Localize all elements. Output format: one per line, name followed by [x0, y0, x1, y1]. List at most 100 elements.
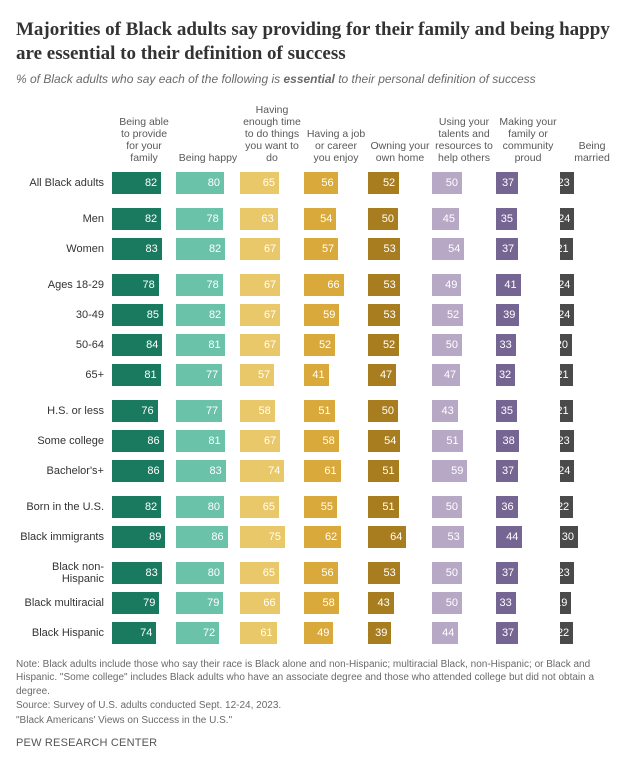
bar-cell: 37 [496, 238, 560, 260]
bar-value: 53 [368, 238, 400, 260]
bar-cell: 45 [432, 208, 496, 230]
bar-value: 51 [368, 460, 399, 482]
bar-cell: 83 [112, 238, 176, 260]
bar-value: 53 [432, 526, 464, 548]
credit: PEW RESEARCH CENTER [16, 737, 624, 749]
bar-cell: 49 [432, 274, 496, 296]
report-text: "Black Americans' Views on Success in th… [16, 714, 624, 728]
bar-value: 19 [560, 592, 571, 614]
bar-cell: 65 [240, 562, 304, 584]
bar-cell: 78 [112, 274, 176, 296]
bar-cell: 47 [368, 364, 432, 386]
bar-value: 21 [560, 400, 573, 422]
bar-cell: 50 [432, 592, 496, 614]
row-group: All Black adults8280655652503723 [16, 170, 624, 196]
bar-cell: 37 [496, 622, 560, 644]
bar-cell: 51 [368, 460, 432, 482]
bar-value: 22 [560, 622, 573, 644]
bar-value: 86 [112, 460, 164, 482]
table-row: Ages 18-297878676653494124 [16, 272, 624, 298]
bar-value: 37 [496, 172, 518, 194]
bar-value: 22 [560, 496, 573, 518]
bar-value: 24 [560, 274, 574, 296]
bar-value: 67 [240, 274, 280, 296]
bar-cell: 59 [304, 304, 368, 326]
bar-cell: 37 [496, 562, 560, 584]
bar-cell: 53 [368, 304, 432, 326]
bar-value: 65 [240, 172, 279, 194]
column-header: Having enough time to do things you want… [240, 104, 304, 164]
row-label: Ages 18-29 [16, 279, 112, 291]
row-group: Men8278635450453524 Women8382675753543721 [16, 206, 624, 262]
bar-value: 84 [112, 334, 162, 356]
subtitle-post: to their personal definition of success [335, 72, 536, 86]
table-row: Men8278635450453524 [16, 206, 624, 232]
bar-cell: 37 [496, 460, 560, 482]
bar-value: 53 [368, 274, 400, 296]
column-header: Being able to provide for your family [112, 116, 176, 164]
bar-cell: 53 [368, 238, 432, 260]
bar-cell: 82 [112, 208, 176, 230]
bar-value: 24 [560, 208, 574, 230]
bar-value: 54 [304, 208, 336, 230]
bar-cell: 51 [432, 430, 496, 452]
bar-cell: 58 [304, 430, 368, 452]
column-header: Owning your own home [368, 140, 432, 164]
row-label: 30-49 [16, 309, 112, 321]
table-row: Women8382675753543721 [16, 236, 624, 262]
bar-cell: 23 [560, 172, 624, 194]
bar-value: 62 [304, 526, 341, 548]
bar-value: 82 [112, 496, 161, 518]
column-header: Having a job or career you enjoy [304, 128, 368, 164]
bar-value: 24 [560, 460, 574, 482]
bar-value: 51 [368, 496, 399, 518]
bar-value: 33 [496, 592, 516, 614]
row-label: Black multiracial [16, 597, 112, 609]
bar-cell: 22 [560, 622, 624, 644]
column-header: Using your talents and resources to help… [432, 116, 496, 164]
bar-value: 66 [304, 274, 344, 296]
bar-cell: 23 [560, 562, 624, 584]
bar-cell: 36 [496, 496, 560, 518]
bar-cell: 21 [560, 364, 624, 386]
bar-value: 35 [496, 400, 517, 422]
subtitle-pre: % of Black adults who say each of the fo… [16, 72, 283, 86]
bar-value: 21 [560, 364, 573, 386]
bar-cell: 38 [496, 430, 560, 452]
bar-cell: 64 [368, 526, 432, 548]
bar-cell: 43 [432, 400, 496, 422]
row-group: Black non-Hispanic8380655653503723Black … [16, 560, 624, 646]
bar-value: 81 [176, 430, 225, 452]
table-row: Black Hispanic7472614939443722 [16, 620, 624, 646]
bar-cell: 67 [240, 334, 304, 356]
bar-value: 58 [240, 400, 275, 422]
bar-value: 44 [432, 622, 458, 644]
bar-cell: 78 [176, 274, 240, 296]
bar-cell: 56 [304, 562, 368, 584]
bar-value: 24 [560, 304, 574, 326]
bar-cell: 30 [560, 526, 624, 548]
bar-cell: 74 [112, 622, 176, 644]
bar-value: 59 [304, 304, 339, 326]
bar-cell: 39 [368, 622, 432, 644]
bar-cell: 66 [304, 274, 368, 296]
bar-value: 59 [432, 460, 467, 482]
bar-value: 78 [176, 208, 223, 230]
bar-value: 83 [176, 460, 226, 482]
bar-value: 30 [560, 526, 578, 548]
bar-cell: 57 [304, 238, 368, 260]
bar-value: 82 [112, 172, 161, 194]
bar-cell: 21 [560, 238, 624, 260]
bar-cell: 50 [432, 496, 496, 518]
bar-value: 20 [560, 334, 572, 356]
bar-value: 50 [432, 562, 462, 584]
bar-value: 74 [240, 460, 284, 482]
column-header: Making your family or community proud [496, 116, 560, 164]
bar-cell: 86 [112, 430, 176, 452]
bar-value: 50 [432, 592, 462, 614]
bar-value: 43 [432, 400, 458, 422]
bar-cell: 79 [112, 592, 176, 614]
bar-cell: 37 [496, 172, 560, 194]
bar-cell: 19 [560, 592, 624, 614]
bar-value: 37 [496, 562, 518, 584]
